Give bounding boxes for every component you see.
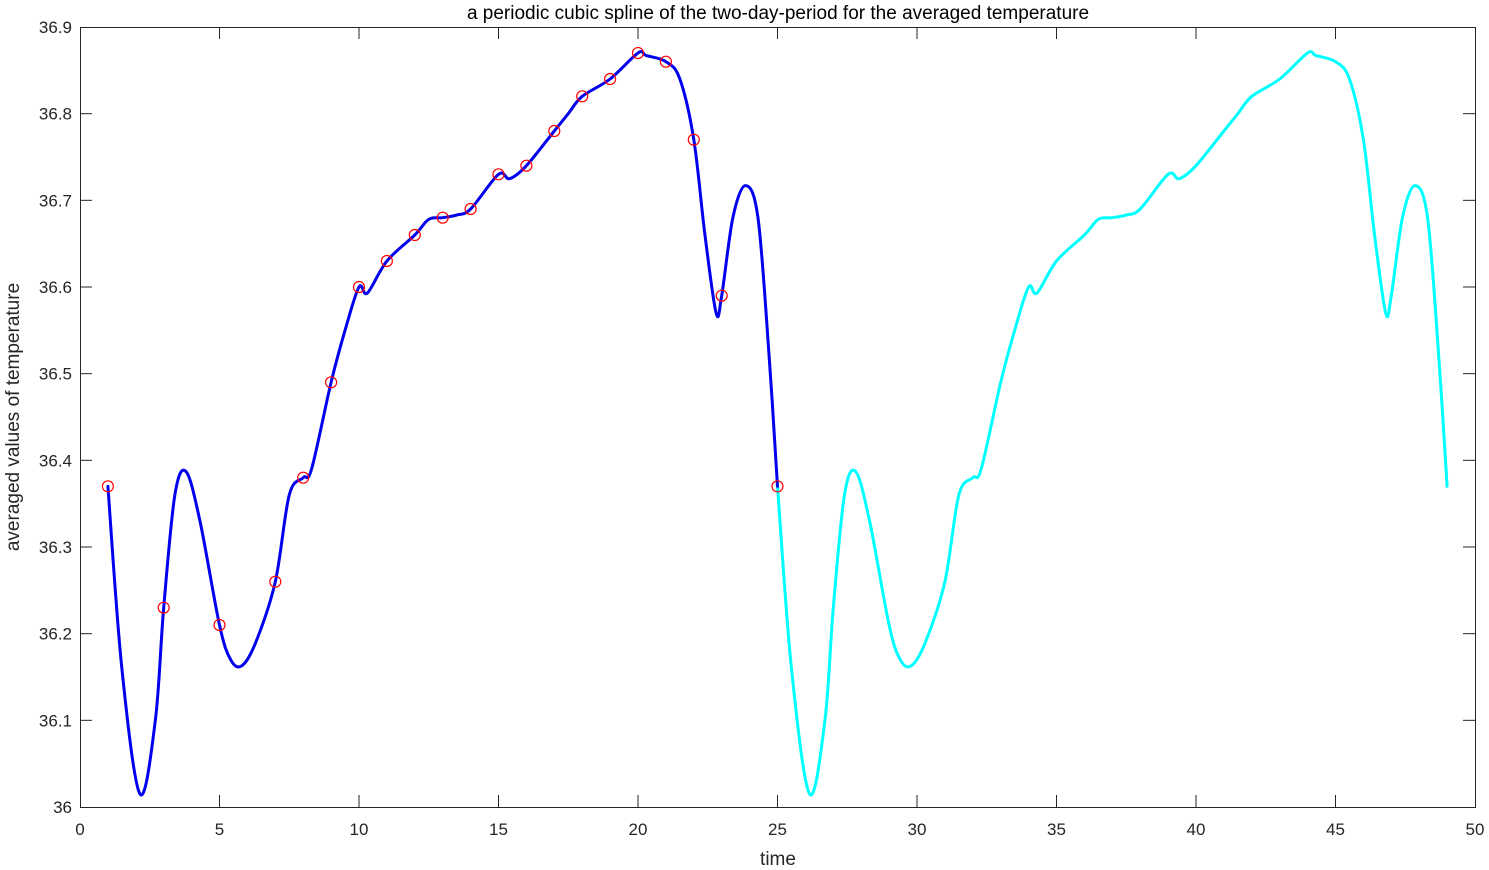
- x-axis-label: time: [760, 849, 796, 870]
- y-tick-label: 36.5: [39, 365, 72, 384]
- data-marker: [492, 168, 505, 181]
- data-marker: [715, 289, 728, 302]
- y-tick-label: 36.9: [39, 18, 72, 37]
- data-marker: [213, 618, 226, 632]
- y-axis-label: averaged values of temperature: [3, 283, 24, 551]
- y-tick-label: 36.6: [39, 278, 72, 297]
- plot-area: [101, 46, 1449, 797]
- x-tick-label: 15: [489, 820, 508, 839]
- x-tick-label: 0: [75, 820, 84, 839]
- chart-title: a periodic cubic spline of the two-day-p…: [467, 3, 1089, 24]
- x-tick-label: 20: [629, 820, 648, 839]
- x-tick-label: 10: [350, 820, 369, 839]
- y-tick-label: 36.2: [39, 625, 72, 644]
- data-marker: [659, 55, 673, 68]
- data-marker: [548, 124, 561, 138]
- data-marker: [464, 202, 477, 216]
- data-marker: [687, 133, 700, 146]
- data-marker: [157, 601, 170, 614]
- x-tick-label: 35: [1047, 820, 1066, 839]
- data-marker: [631, 46, 645, 60]
- data-marker: [771, 480, 784, 493]
- data-marker: [380, 254, 393, 268]
- data-marker: [603, 72, 617, 86]
- data-marker: [576, 90, 589, 103]
- y-tick-label: 36.7: [39, 191, 72, 210]
- x-tick-label: 25: [768, 820, 787, 839]
- data-marker: [101, 480, 115, 493]
- data-marker: [325, 376, 338, 389]
- x-tick-label: 40: [1187, 820, 1206, 839]
- data-marker: [408, 228, 421, 242]
- data-marker: [352, 280, 366, 294]
- data-marker: [269, 575, 282, 588]
- data-marker: [520, 159, 533, 172]
- x-tick-label: 30: [908, 820, 927, 839]
- series-line-1: [106, 50, 779, 797]
- y-tick-label: 36.4: [39, 451, 72, 470]
- x-tick-label: 45: [1326, 820, 1345, 839]
- y-tick-label: 36.1: [39, 711, 72, 730]
- tick-group: 0 5 10 15 20 25 30 35 40 45 50 36 36.1 36.2 36.3 36.4 36…: [39, 18, 1485, 839]
- x-tick-label: 50: [1466, 820, 1485, 839]
- data-marker: [436, 211, 449, 224]
- y-tick-label: 36.8: [39, 105, 72, 124]
- data-marker: [297, 471, 310, 484]
- y-tick-label: 36: [53, 798, 72, 817]
- x-tick-label: 5: [215, 820, 224, 839]
- y-tick-label: 36.3: [39, 538, 72, 557]
- series-line-2: [776, 50, 1449, 797]
